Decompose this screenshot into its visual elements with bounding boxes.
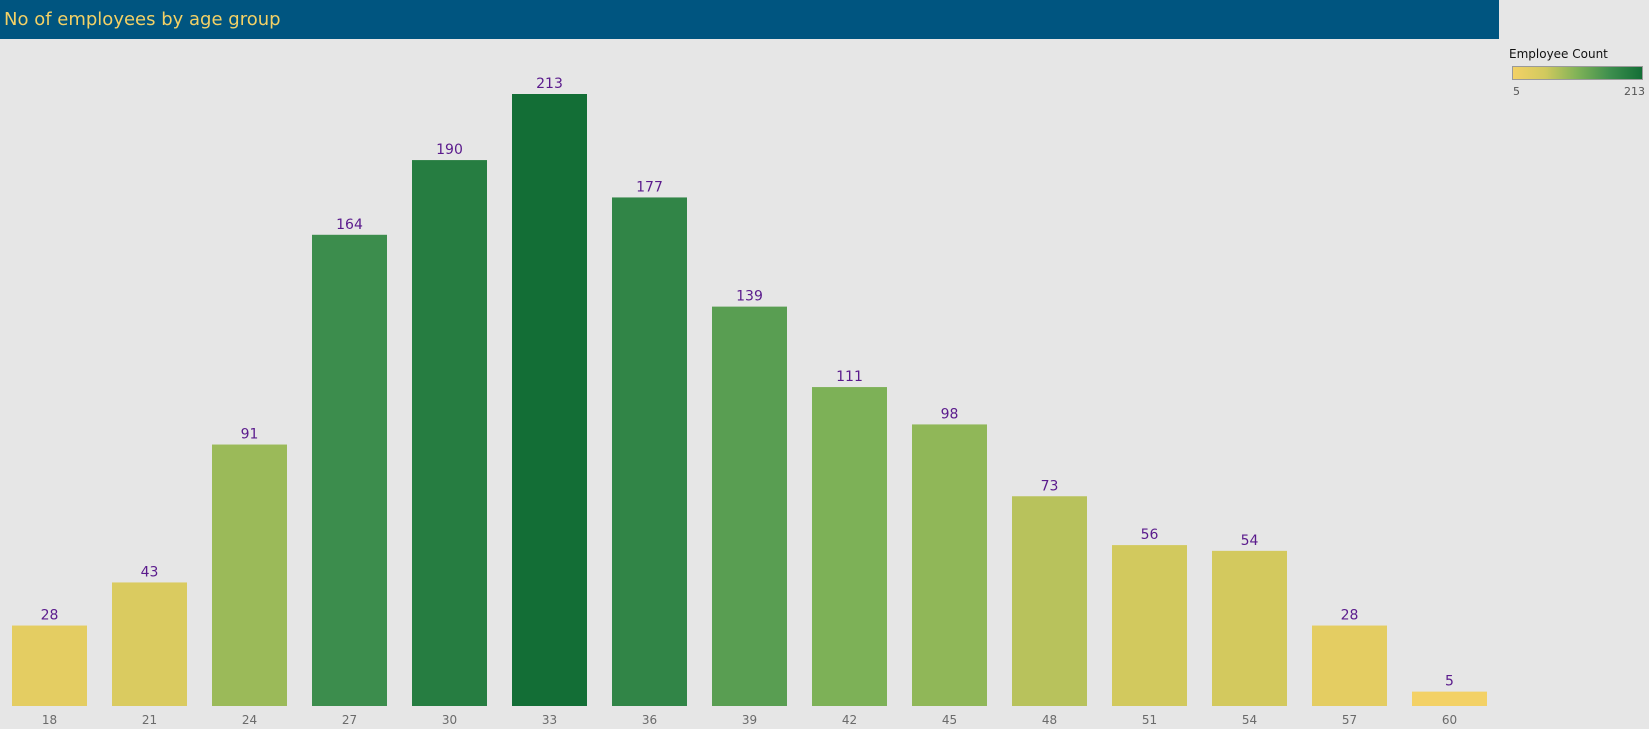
x-tick-54: 54 — [1242, 713, 1257, 727]
legend-title: Employee Count — [1509, 47, 1608, 61]
data-label-age-60: 5 — [1445, 674, 1454, 690]
bar-age-48[interactable] — [1012, 496, 1087, 706]
chart-title: No of employees by age group — [4, 9, 281, 30]
bar-age-60[interactable] — [1412, 691, 1487, 706]
x-tick-60: 60 — [1442, 713, 1457, 727]
data-label-age-33: 213 — [536, 76, 563, 92]
x-tick-33: 33 — [542, 713, 557, 727]
x-tick-57: 57 — [1342, 713, 1357, 727]
x-tick-24: 24 — [242, 713, 257, 727]
x-tick-42: 42 — [842, 713, 857, 727]
data-label-age-54: 54 — [1241, 533, 1259, 549]
data-label-age-27: 164 — [336, 217, 363, 233]
data-label-age-18: 28 — [41, 608, 59, 624]
x-tick-45: 45 — [942, 713, 957, 727]
data-label-age-57: 28 — [1341, 608, 1359, 624]
x-tick-36: 36 — [642, 713, 657, 727]
bar-chart: 28 43 91 164 190 213 177 139 111 98 73 56 54 28 5 18 21… — [12, 76, 1487, 727]
bar-age-30[interactable] — [412, 160, 487, 707]
bar-age-33[interactable] — [512, 94, 587, 706]
legend-color-ramp — [1512, 66, 1643, 80]
x-axis-ticks: 18 21 24 27 30 33 36 39 42 45 48 51 54 57 60 — [42, 713, 1457, 727]
legend-min-label: 5 — [1513, 85, 1520, 98]
bar-age-18[interactable] — [12, 625, 87, 706]
data-label-age-36: 177 — [636, 179, 663, 195]
bar-age-24[interactable] — [212, 444, 287, 706]
data-label-age-48: 73 — [1041, 478, 1059, 494]
x-tick-48: 48 — [1042, 713, 1057, 727]
x-tick-21: 21 — [142, 713, 157, 727]
color-legend: Employee Count 5 213 — [1509, 47, 1647, 98]
bar-age-27[interactable] — [312, 234, 387, 706]
x-tick-18: 18 — [42, 713, 57, 727]
bar-age-39[interactable] — [712, 306, 787, 706]
bar-age-36[interactable] — [612, 197, 687, 706]
bar-age-57[interactable] — [1312, 625, 1387, 706]
data-label-age-39: 139 — [736, 289, 763, 305]
bars-group — [12, 94, 1487, 707]
x-tick-39: 39 — [742, 713, 757, 727]
x-tick-27: 27 — [342, 713, 357, 727]
x-tick-30: 30 — [442, 713, 457, 727]
data-label-age-21: 43 — [141, 564, 159, 580]
bar-age-45[interactable] — [912, 424, 987, 706]
legend-max-label: 213 — [1624, 85, 1645, 98]
data-label-age-51: 56 — [1141, 527, 1159, 543]
bar-age-42[interactable] — [812, 387, 887, 706]
data-labels-group: 28 43 91 164 190 213 177 139 111 98 73 56 54 28 5 — [41, 76, 1454, 690]
bar-age-51[interactable] — [1112, 545, 1187, 706]
bar-age-54[interactable] — [1212, 550, 1287, 706]
data-label-age-30: 190 — [436, 142, 463, 158]
x-tick-51: 51 — [1142, 713, 1157, 727]
title-bar: No of employees by age group — [0, 0, 1499, 39]
data-label-age-45: 98 — [941, 406, 959, 422]
data-label-age-42: 111 — [836, 369, 863, 385]
bar-age-21[interactable] — [112, 582, 187, 706]
data-label-age-24: 91 — [241, 427, 259, 443]
